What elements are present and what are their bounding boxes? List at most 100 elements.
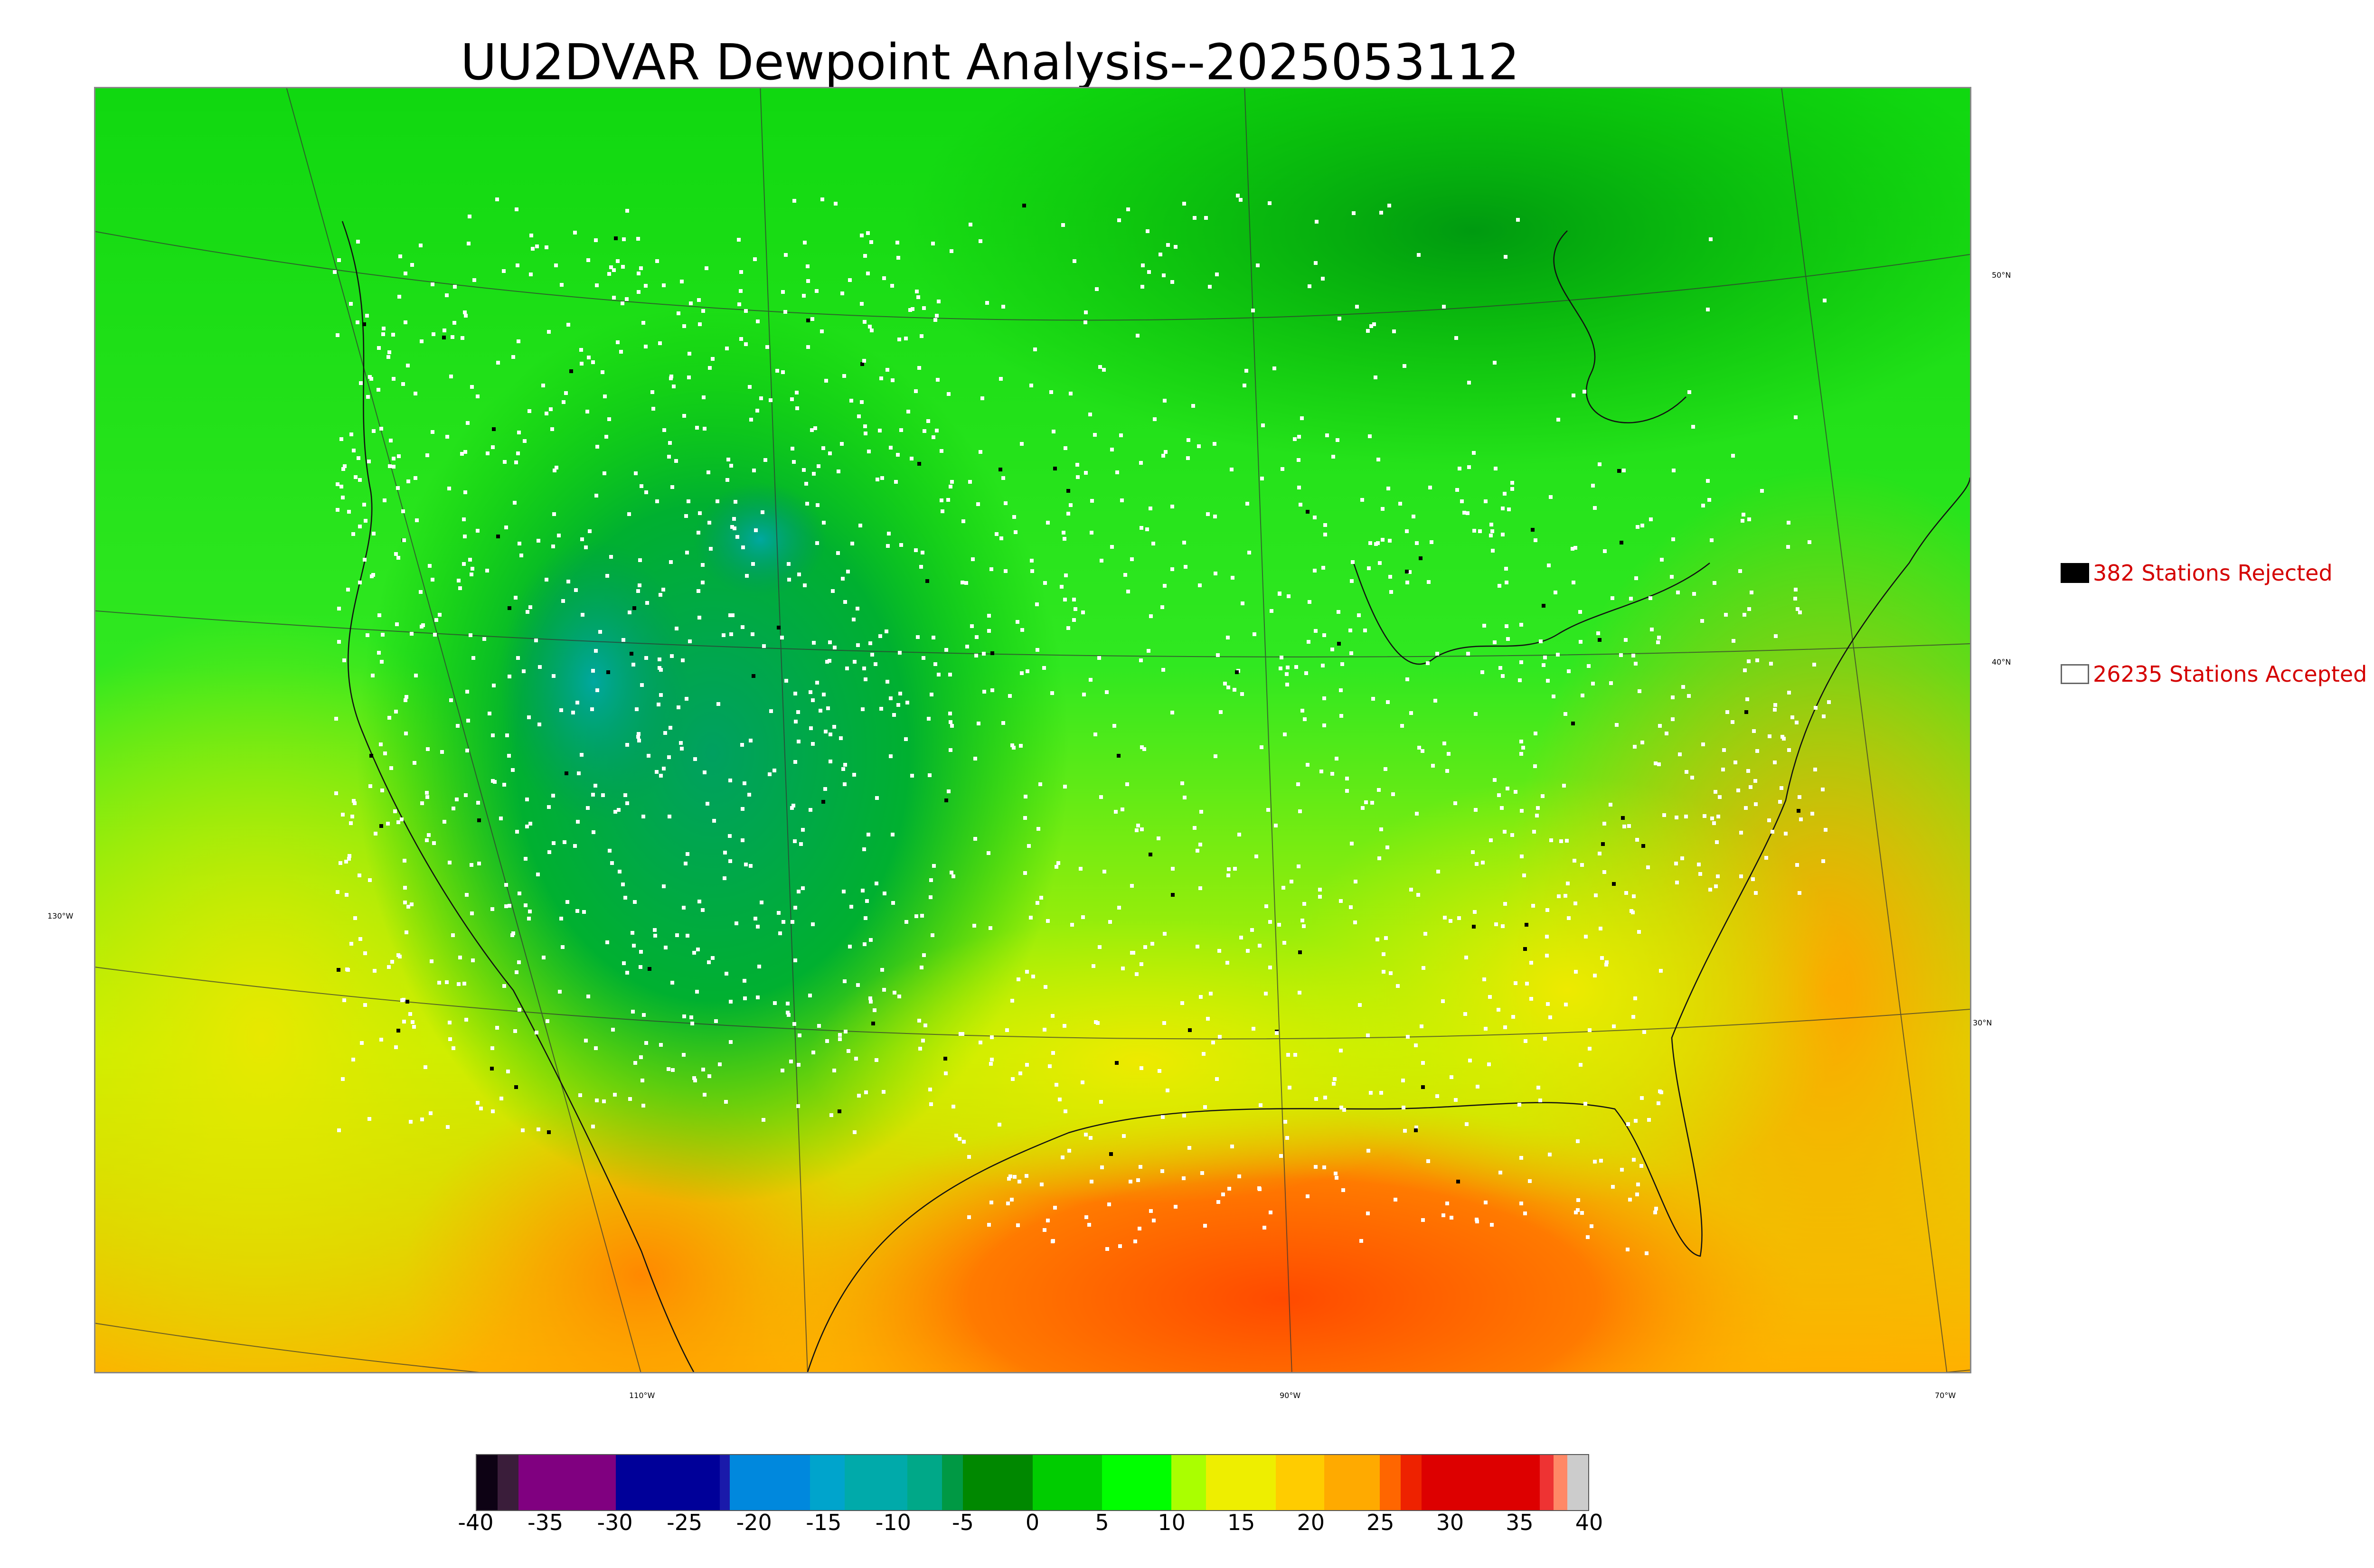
accepted-station [1501,924,1505,928]
accepted-station [1593,1160,1597,1164]
accepted-station [1046,521,1050,525]
accepted-station [1421,749,1424,753]
accepted-station [1593,506,1597,510]
accepted-station [725,478,729,482]
accepted-station [655,259,659,263]
accepted-station [1050,691,1054,695]
accepted-station [1166,243,1170,247]
accepted-station [864,677,867,681]
accepted-station [601,370,604,374]
accepted-station [1690,776,1694,779]
accepted-station [357,456,360,460]
accepted-station [552,841,556,845]
accepted-station [1552,695,1555,698]
accepted-station [1321,566,1325,570]
rejected-station [1149,853,1152,856]
accepted-station [1293,437,1297,441]
accepted-station [1714,884,1718,888]
accepted-station [820,329,824,333]
accepted-station [929,878,933,882]
accepted-station [622,961,626,965]
accepted-station [1126,590,1130,593]
accepted-station [1298,809,1302,813]
rejected-station [569,369,573,373]
accepted-station [396,820,400,824]
accepted-station [979,239,982,243]
dewpoint-map[interactable] [94,87,1971,1373]
accepted-station [377,388,380,392]
accepted-station [1539,639,1543,643]
accepted-station [1484,1027,1488,1031]
accepted-station [1152,1219,1156,1222]
accepted-station [452,807,455,810]
accepted-station [1303,717,1307,721]
accepted-station [1659,969,1663,973]
accepted-station [840,442,844,446]
accepted-station [1384,767,1387,771]
accepted-station [1198,843,1202,846]
accepted-station [998,1123,1001,1127]
accepted-station [476,1101,480,1105]
accepted-station [752,469,756,472]
accepted-station [930,693,933,696]
accepted-station [1226,636,1230,639]
accepted-station [793,906,797,910]
accepted-station [1813,768,1817,771]
accepted-station [616,340,620,344]
accepted-station [552,674,556,678]
accepted-station [1089,678,1093,682]
accepted-station [961,519,965,523]
accepted-station [734,500,737,504]
accepted-station [1386,487,1390,490]
accepted-station [822,693,826,696]
accepted-station [492,684,496,687]
accepted-station [561,945,565,949]
accepted-station [364,519,367,523]
accepted-station [893,991,896,995]
accepted-station [341,1077,345,1081]
rejected-station [632,606,636,610]
accepted-station [518,1008,521,1012]
colorbar-tick-label: -30 [597,1510,633,1535]
accepted-station [1636,525,1639,529]
accepted-station [476,801,480,805]
accepted-station [1471,850,1475,854]
accepted-station [1336,438,1339,442]
accepted-station [1366,329,1370,333]
accepted-station [737,238,741,242]
accepted-station [1093,433,1097,437]
accepted-station [675,933,679,937]
accepted-station [1823,299,1827,302]
accepted-station [661,588,665,592]
rejected-station [944,798,948,802]
accepted-station [622,638,625,642]
accepted-station [1599,927,1602,930]
accepted-station [587,356,591,359]
accepted-station [964,581,968,585]
accepted-station [987,629,991,633]
accepted-station [1285,1136,1289,1140]
accepted-station [882,988,886,992]
accepted-station [1081,610,1085,614]
accepted-station [1391,792,1395,796]
accepted-station [1313,569,1317,573]
accepted-station [538,665,542,669]
accepted-station [602,1099,606,1103]
accepted-station [891,833,895,836]
accepted-station [806,264,810,268]
accepted-station [1675,816,1678,819]
accepted-station [462,982,466,986]
accepted-station [491,445,495,449]
accepted-station [1602,822,1606,826]
accepted-station [911,307,914,311]
accepted-station [471,567,474,571]
accepted-station [667,1067,670,1071]
accepted-station [1098,365,1102,369]
rejected-station [396,1029,400,1033]
accepted-station [686,852,689,856]
accepted-station [781,1069,784,1072]
accepted-station [989,567,993,571]
accepted-station [820,197,824,201]
accepted-station [1672,469,1676,472]
accepted-station [1529,961,1533,965]
